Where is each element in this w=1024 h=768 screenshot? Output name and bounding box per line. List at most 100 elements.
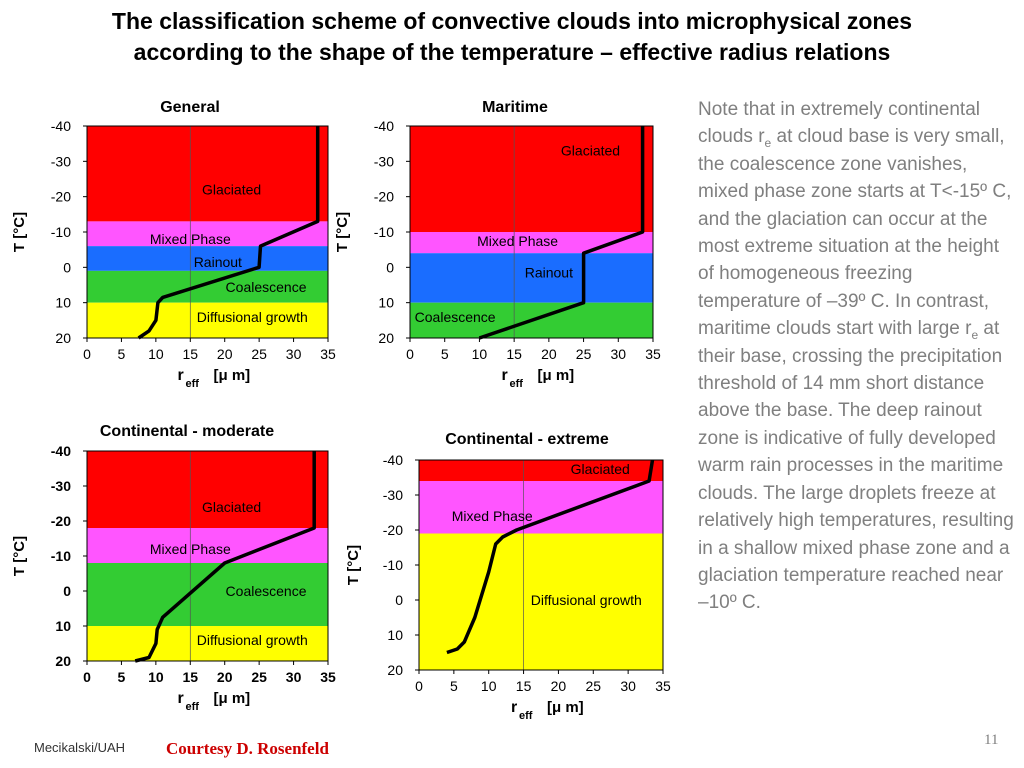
slide-title-line-2: according to the shape of the temperatur…	[133, 39, 891, 65]
x-tick-label: 20	[217, 346, 233, 362]
y-tick-label: 10	[378, 295, 394, 311]
x-axis-label-subscript: eff	[186, 701, 200, 713]
chart-title: Maritime	[482, 99, 548, 116]
zone-label-mixed-phase: Mixed Phase	[452, 508, 533, 524]
y-tick-label: -40	[374, 118, 394, 134]
x-axis-unit: [μ m]	[214, 690, 251, 707]
x-tick-label: 30	[286, 669, 302, 685]
x-tick-label: 5	[450, 678, 458, 694]
y-tick-label: -40	[383, 452, 403, 468]
plot-frame	[418, 459, 664, 671]
x-axis-unit: [μ m]	[214, 367, 251, 384]
y-tick-label: -20	[383, 522, 403, 538]
y-tick-label: -20	[51, 513, 71, 529]
x-tick-label: 10	[472, 346, 488, 362]
temperature-re-curve	[446, 459, 655, 655]
zone-label-glaciated: Glaciated	[202, 182, 261, 198]
slide-title: The classification scheme of convective …	[0, 6, 1024, 68]
x-axis-label: r	[511, 699, 517, 716]
chart-title: Continental - extreme	[445, 431, 609, 448]
x-axis-unit: [μ m]	[547, 699, 584, 716]
x-axis-unit: [μ m]	[538, 367, 575, 384]
x-tick-label: 20	[541, 346, 557, 362]
x-tick-label: 10	[481, 678, 497, 694]
y-tick-label: -20	[51, 189, 71, 205]
slide-title-line-1: The classification scheme of convective …	[111, 8, 913, 34]
x-tick-label: 30	[620, 678, 636, 694]
zone-label-mixed-phase: Mixed Phase	[150, 231, 231, 247]
y-tick-label: 20	[55, 653, 71, 669]
zone-label-coalescence: Coalescence	[226, 583, 307, 599]
y-tick-label: -10	[51, 548, 71, 564]
zone-diffusional-growth	[87, 302, 328, 338]
plot-frame	[409, 125, 654, 339]
zone-label-mixed-phase: Mixed Phase	[477, 233, 558, 249]
zone-mixed-phase	[419, 481, 663, 534]
zone-glaciated	[419, 460, 663, 481]
zone-coalescence	[87, 563, 328, 626]
footer-author: Mecikalski/UAH	[34, 740, 126, 755]
x-tick-label: 25	[251, 669, 267, 685]
y-tick-label: 10	[55, 618, 71, 634]
plot-frame	[86, 450, 329, 662]
zone-diffusional-growth	[87, 626, 328, 661]
x-tick-label: 35	[320, 346, 336, 362]
x-tick-label: 25	[251, 346, 267, 362]
y-tick-label: 10	[387, 627, 403, 643]
y-tick-label: -30	[374, 153, 394, 169]
y-tick-label: -10	[383, 557, 403, 573]
zone-rainout	[410, 253, 653, 303]
y-tick-label: 0	[63, 583, 71, 599]
y-tick-label: 0	[386, 259, 394, 275]
zone-rainout	[87, 246, 328, 271]
x-axis-label-subscript: eff	[519, 710, 533, 722]
x-tick-label: 0	[83, 346, 91, 362]
plot-frame	[86, 125, 329, 339]
x-tick-label: 15	[182, 346, 198, 362]
x-tick-label: 15	[506, 346, 522, 362]
x-axis-label: r	[178, 367, 184, 384]
x-tick-label: 30	[286, 346, 302, 362]
y-tick-label: -10	[51, 224, 71, 240]
x-tick-label: 35	[645, 346, 661, 362]
zone-mixed-phase	[87, 221, 328, 247]
x-tick-label: 30	[610, 346, 626, 362]
x-tick-label: 5	[118, 669, 126, 685]
x-axis-label-subscript: eff	[186, 378, 200, 390]
temperature-re-curve	[137, 126, 320, 340]
zone-label-diffusional-growth: Diffusional growth	[197, 632, 308, 648]
x-tick-label: 20	[551, 678, 567, 694]
x-tick-label: 20	[217, 669, 233, 685]
y-tick-label: -40	[51, 443, 71, 459]
x-axis-label-subscript: eff	[510, 378, 524, 390]
x-tick-label: 0	[406, 346, 414, 362]
zone-label-glaciated: Glaciated	[571, 461, 630, 477]
x-tick-label: 10	[148, 669, 164, 685]
x-tick-label: 0	[83, 669, 91, 685]
zone-label-glaciated: Glaciated	[202, 499, 261, 515]
zone-glaciated	[410, 126, 653, 232]
y-tick-label: -30	[383, 487, 403, 503]
zone-mixed-phase	[87, 528, 328, 563]
y-axis-label: T [°C]	[11, 536, 28, 576]
x-tick-label: 5	[441, 346, 449, 362]
y-axis-label: T [°C]	[334, 212, 351, 252]
x-axis-label: r	[178, 690, 184, 707]
zone-label-rainout: Rainout	[194, 254, 242, 270]
note-subscript-1: e	[764, 136, 772, 151]
y-axis-label: T [°C]	[11, 212, 28, 252]
zone-diffusional-growth	[419, 533, 663, 670]
x-tick-label: 35	[320, 669, 336, 685]
zone-glaciated	[87, 451, 328, 528]
y-tick-label: 0	[63, 259, 71, 275]
x-tick-label: 35	[655, 678, 671, 694]
zone-mixed-phase	[410, 232, 653, 254]
temperature-re-curve	[478, 126, 645, 340]
footer-credit: Courtesy D. Rosenfeld	[166, 739, 329, 758]
x-axis-label: r	[502, 367, 508, 384]
chart-title: General	[160, 99, 220, 116]
zone-label-rainout: Rainout	[525, 265, 573, 281]
x-tick-label: 0	[415, 678, 423, 694]
y-tick-label: -30	[51, 153, 71, 169]
zone-label-diffusional-growth: Diffusional growth	[197, 309, 308, 325]
